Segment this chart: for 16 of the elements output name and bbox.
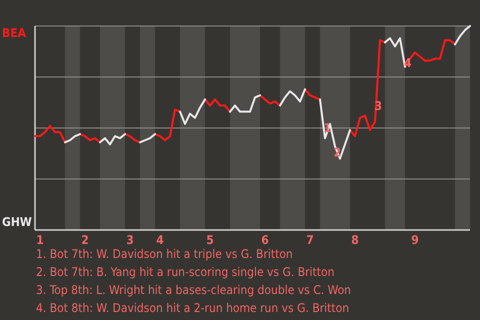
text: BEA [2, 26, 27, 40]
x-tick-label: 6 [261, 233, 269, 247]
text: 4. Bot 8th: W. Davidson hit a 2-run home run vs G. Britton [36, 301, 350, 315]
text: 1. Bot 7th: W. Davidson hit a triple vs G. Britton [36, 247, 293, 261]
x-tick-label: 1 [36, 233, 44, 247]
annotation: 1 [324, 121, 332, 136]
x-tick-label: 9 [411, 233, 419, 247]
x-tick-label: 7 [306, 233, 314, 247]
text: 2. Bot 7th: B. Yang hit a run-scoring single vs G. Britton [36, 265, 334, 279]
x-tick-label: 4 [156, 233, 164, 247]
text: GHW [2, 215, 32, 230]
x-tick-label: 2 [81, 233, 89, 247]
text: 3. Top 8th: L. Wright hit a bases-clearing double vs C. Won [36, 283, 352, 297]
x-tick-label: 3 [126, 233, 134, 247]
x-tick-label: 8 [351, 233, 359, 247]
x-tick-label: 5 [206, 233, 214, 247]
